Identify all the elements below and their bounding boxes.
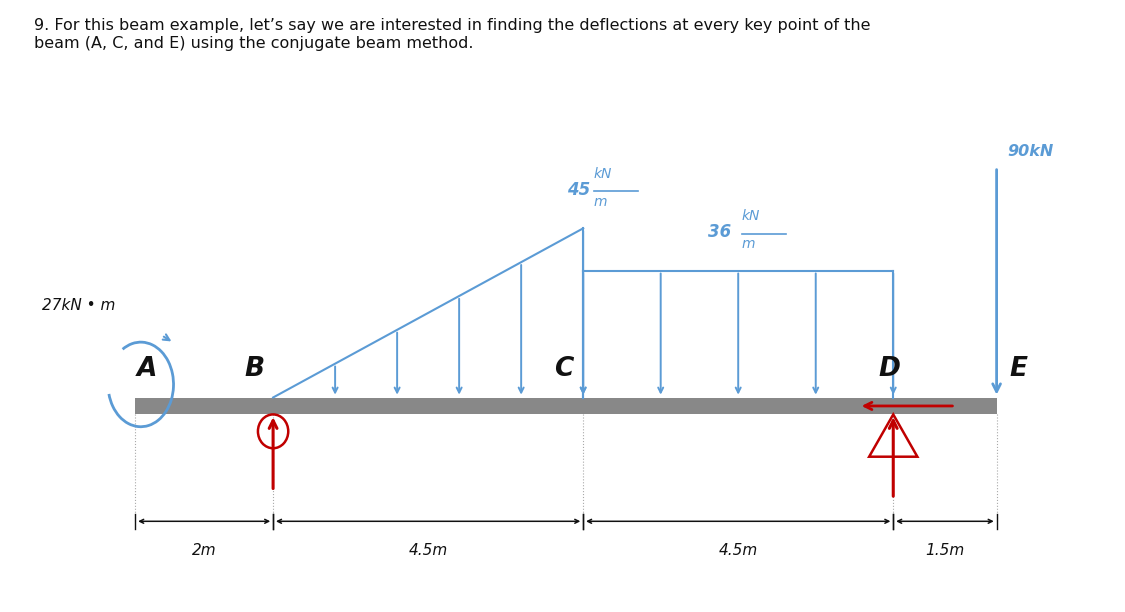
Text: m: m — [594, 195, 608, 209]
Text: kN: kN — [594, 166, 612, 181]
Text: 90kN: 90kN — [1007, 144, 1053, 159]
Text: 2m: 2m — [192, 543, 216, 558]
Text: B: B — [244, 356, 264, 382]
Text: A: A — [136, 356, 158, 382]
Text: 9. For this beam example, let’s say we are interested in finding the deflections: 9. For this beam example, let’s say we a… — [34, 18, 871, 51]
Text: 36: 36 — [708, 223, 731, 241]
Text: 27kN • m: 27kN • m — [43, 298, 116, 313]
Text: D: D — [879, 356, 900, 382]
Text: 4.5m: 4.5m — [719, 543, 758, 558]
Text: 1.5m: 1.5m — [925, 543, 964, 558]
Text: 45: 45 — [567, 181, 591, 199]
Text: kN: kN — [741, 209, 760, 223]
Text: 4.5m: 4.5m — [408, 543, 448, 558]
Bar — [135, 398, 997, 414]
Text: m: m — [741, 237, 755, 252]
Text: E: E — [1009, 356, 1027, 382]
Text: C: C — [555, 356, 574, 382]
